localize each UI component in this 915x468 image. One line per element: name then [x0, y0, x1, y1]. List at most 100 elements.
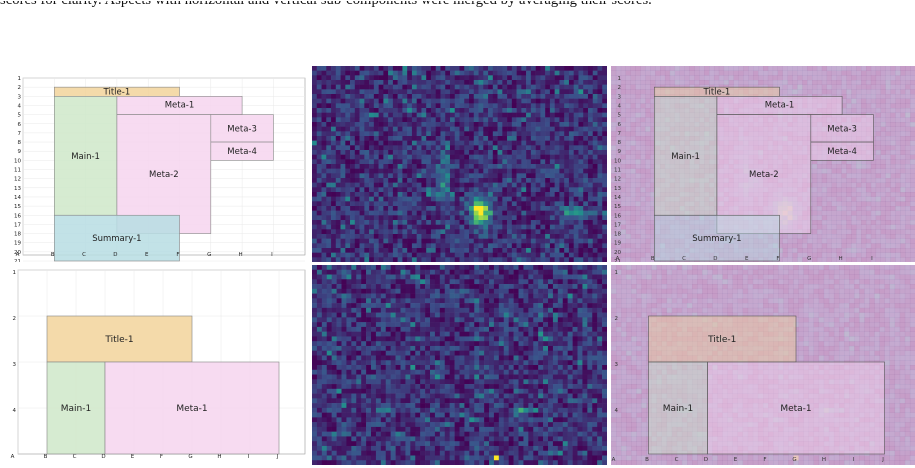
top-heatmap-cell — [321, 196, 327, 202]
top-overlay-heat-cell — [615, 187, 622, 193]
top-heatmap-cell — [378, 145, 384, 151]
top-heatmap-cell — [488, 126, 494, 132]
top-overlay-heat-cell — [718, 229, 725, 235]
top-heatmap-cell — [321, 182, 327, 188]
top-heatmap-cell — [383, 70, 389, 76]
top-overlay-heat-cell — [620, 168, 627, 174]
top-heatmap-cell — [568, 215, 574, 221]
top-overlay-heat-cell — [660, 206, 666, 211]
top-overlay-heat-cell — [699, 131, 705, 137]
top-overlay-heat-cell — [802, 168, 808, 174]
top-overlay-heat-cell — [821, 131, 828, 137]
top-heatmap-cell — [535, 168, 541, 174]
top-overlay-heat-cell — [660, 201, 666, 207]
top-overlay-heat-cell — [816, 215, 823, 221]
top-heatmap-cell — [407, 94, 413, 99]
top-heatmap-cell — [530, 192, 536, 197]
top-heatmap-cell — [331, 192, 337, 197]
top-heatmap-cell — [364, 196, 370, 202]
top-overlay-heat-cell — [733, 80, 739, 85]
top-overlay-heat-cell — [895, 173, 901, 179]
top-overlay-heat-cell — [910, 66, 915, 71]
top-heatmap-cell — [459, 173, 465, 179]
top-layout-region-label: Meta-4 — [227, 147, 257, 157]
top-overlay-heat-cell — [630, 94, 636, 99]
top-heatmap-cell — [554, 243, 560, 249]
top-overlay-heat-cell — [851, 234, 857, 239]
top-layout-row-tick: 7 — [18, 131, 22, 137]
top-overlay-heat-cell — [802, 215, 808, 221]
top-heatmap-cell — [587, 224, 594, 230]
top-overlay-heat-cell — [615, 164, 622, 169]
top-heatmap-cell — [445, 84, 451, 90]
top-overlay-heat-cell — [689, 201, 695, 207]
top-heatmap-cell — [573, 94, 579, 99]
top-heatmap-cell — [421, 84, 427, 90]
top-overlay-heat-cell — [836, 150, 842, 155]
top-overlay-heat-cell — [753, 215, 759, 221]
top-heatmap-cell — [497, 192, 503, 197]
top-overlay-heat-cell — [713, 103, 720, 109]
top-heatmap-cell — [497, 145, 503, 151]
top-overlay-heat-cell — [875, 164, 881, 169]
top-overlay-heat-cell — [895, 122, 901, 127]
top-overlay-heat-cell — [846, 136, 852, 141]
top-heatmap-cell — [483, 89, 489, 95]
top-overlay-heat-cell — [664, 159, 671, 165]
top-heatmap-cell — [335, 159, 341, 165]
top-overlay-heat-cell — [723, 178, 729, 183]
top-heatmap-cell — [507, 220, 513, 225]
top-overlay-heat-cell — [900, 126, 906, 132]
top-overlay-heat-cell — [816, 98, 823, 104]
top-overlay-heat-cell — [694, 136, 700, 141]
top-overlay-heat-cell — [851, 201, 857, 207]
top-overlay-heat-cell — [704, 234, 710, 239]
top-heatmap-cell — [445, 164, 451, 169]
top-overlay-heat-cell — [753, 112, 759, 118]
top-overlay-heat-cell — [758, 112, 764, 118]
top-heatmap-cell — [568, 150, 574, 155]
top-heatmap-cell — [316, 89, 322, 95]
top-heatmap-cell — [369, 117, 375, 123]
top-heatmap-cell — [340, 201, 346, 207]
top-overlay-heat-cell — [699, 229, 705, 235]
top-heatmap-cell — [388, 122, 394, 127]
top-heatmap-cell — [354, 243, 360, 249]
top-overlay-heat-cell — [645, 178, 651, 183]
top-heatmap-cell — [373, 75, 379, 81]
top-overlay-heat-cell — [763, 220, 769, 225]
top-overlay-heat-cell — [767, 215, 774, 221]
top-heatmap-cell — [392, 112, 398, 118]
top-heatmap-cell — [469, 187, 475, 193]
top-layout-region-box — [53, 214, 180, 262]
top-overlay-heat-cell — [709, 215, 715, 221]
top-overlay-heat-cell — [728, 154, 734, 160]
top-overlay-heat-cell — [684, 66, 690, 71]
top-overlay-heat-cell — [650, 210, 656, 216]
top-overlay-heat-cell — [870, 103, 877, 109]
top-heatmap-cell — [478, 252, 484, 258]
top-heatmap-cell — [402, 238, 408, 244]
top-heatmap-cell — [454, 140, 460, 146]
top-overlay-heat-cell — [611, 210, 617, 216]
top-overlay-heat-cell — [753, 103, 759, 109]
top-overlay-heat-cell — [856, 140, 862, 146]
top-heatmap-cell — [478, 154, 484, 160]
top-heatmap-cell — [354, 206, 360, 211]
top-overlay-heat-cell — [713, 98, 720, 104]
top-overlay-heat-cell — [865, 206, 872, 211]
top-heatmap-cell — [554, 94, 560, 99]
top-heatmap-cell — [364, 126, 370, 132]
top-heatmap-cell — [507, 98, 513, 104]
top-overlay-heat-cell — [831, 196, 837, 202]
top-overlay-heat-cell — [709, 103, 715, 109]
top-overlay-heat-cell — [689, 220, 695, 225]
top-overlay-heat-cell — [669, 75, 676, 81]
top-overlay-heat-cell — [880, 140, 886, 146]
top-heatmap-cell — [421, 224, 427, 230]
top-overlay-heat-cell — [630, 122, 636, 127]
top-overlay-heat-cell — [635, 173, 641, 179]
top-overlay-heat-cell — [865, 103, 872, 109]
top-heatmap-cell — [416, 210, 422, 216]
top-overlay-heat-cell — [625, 84, 631, 90]
